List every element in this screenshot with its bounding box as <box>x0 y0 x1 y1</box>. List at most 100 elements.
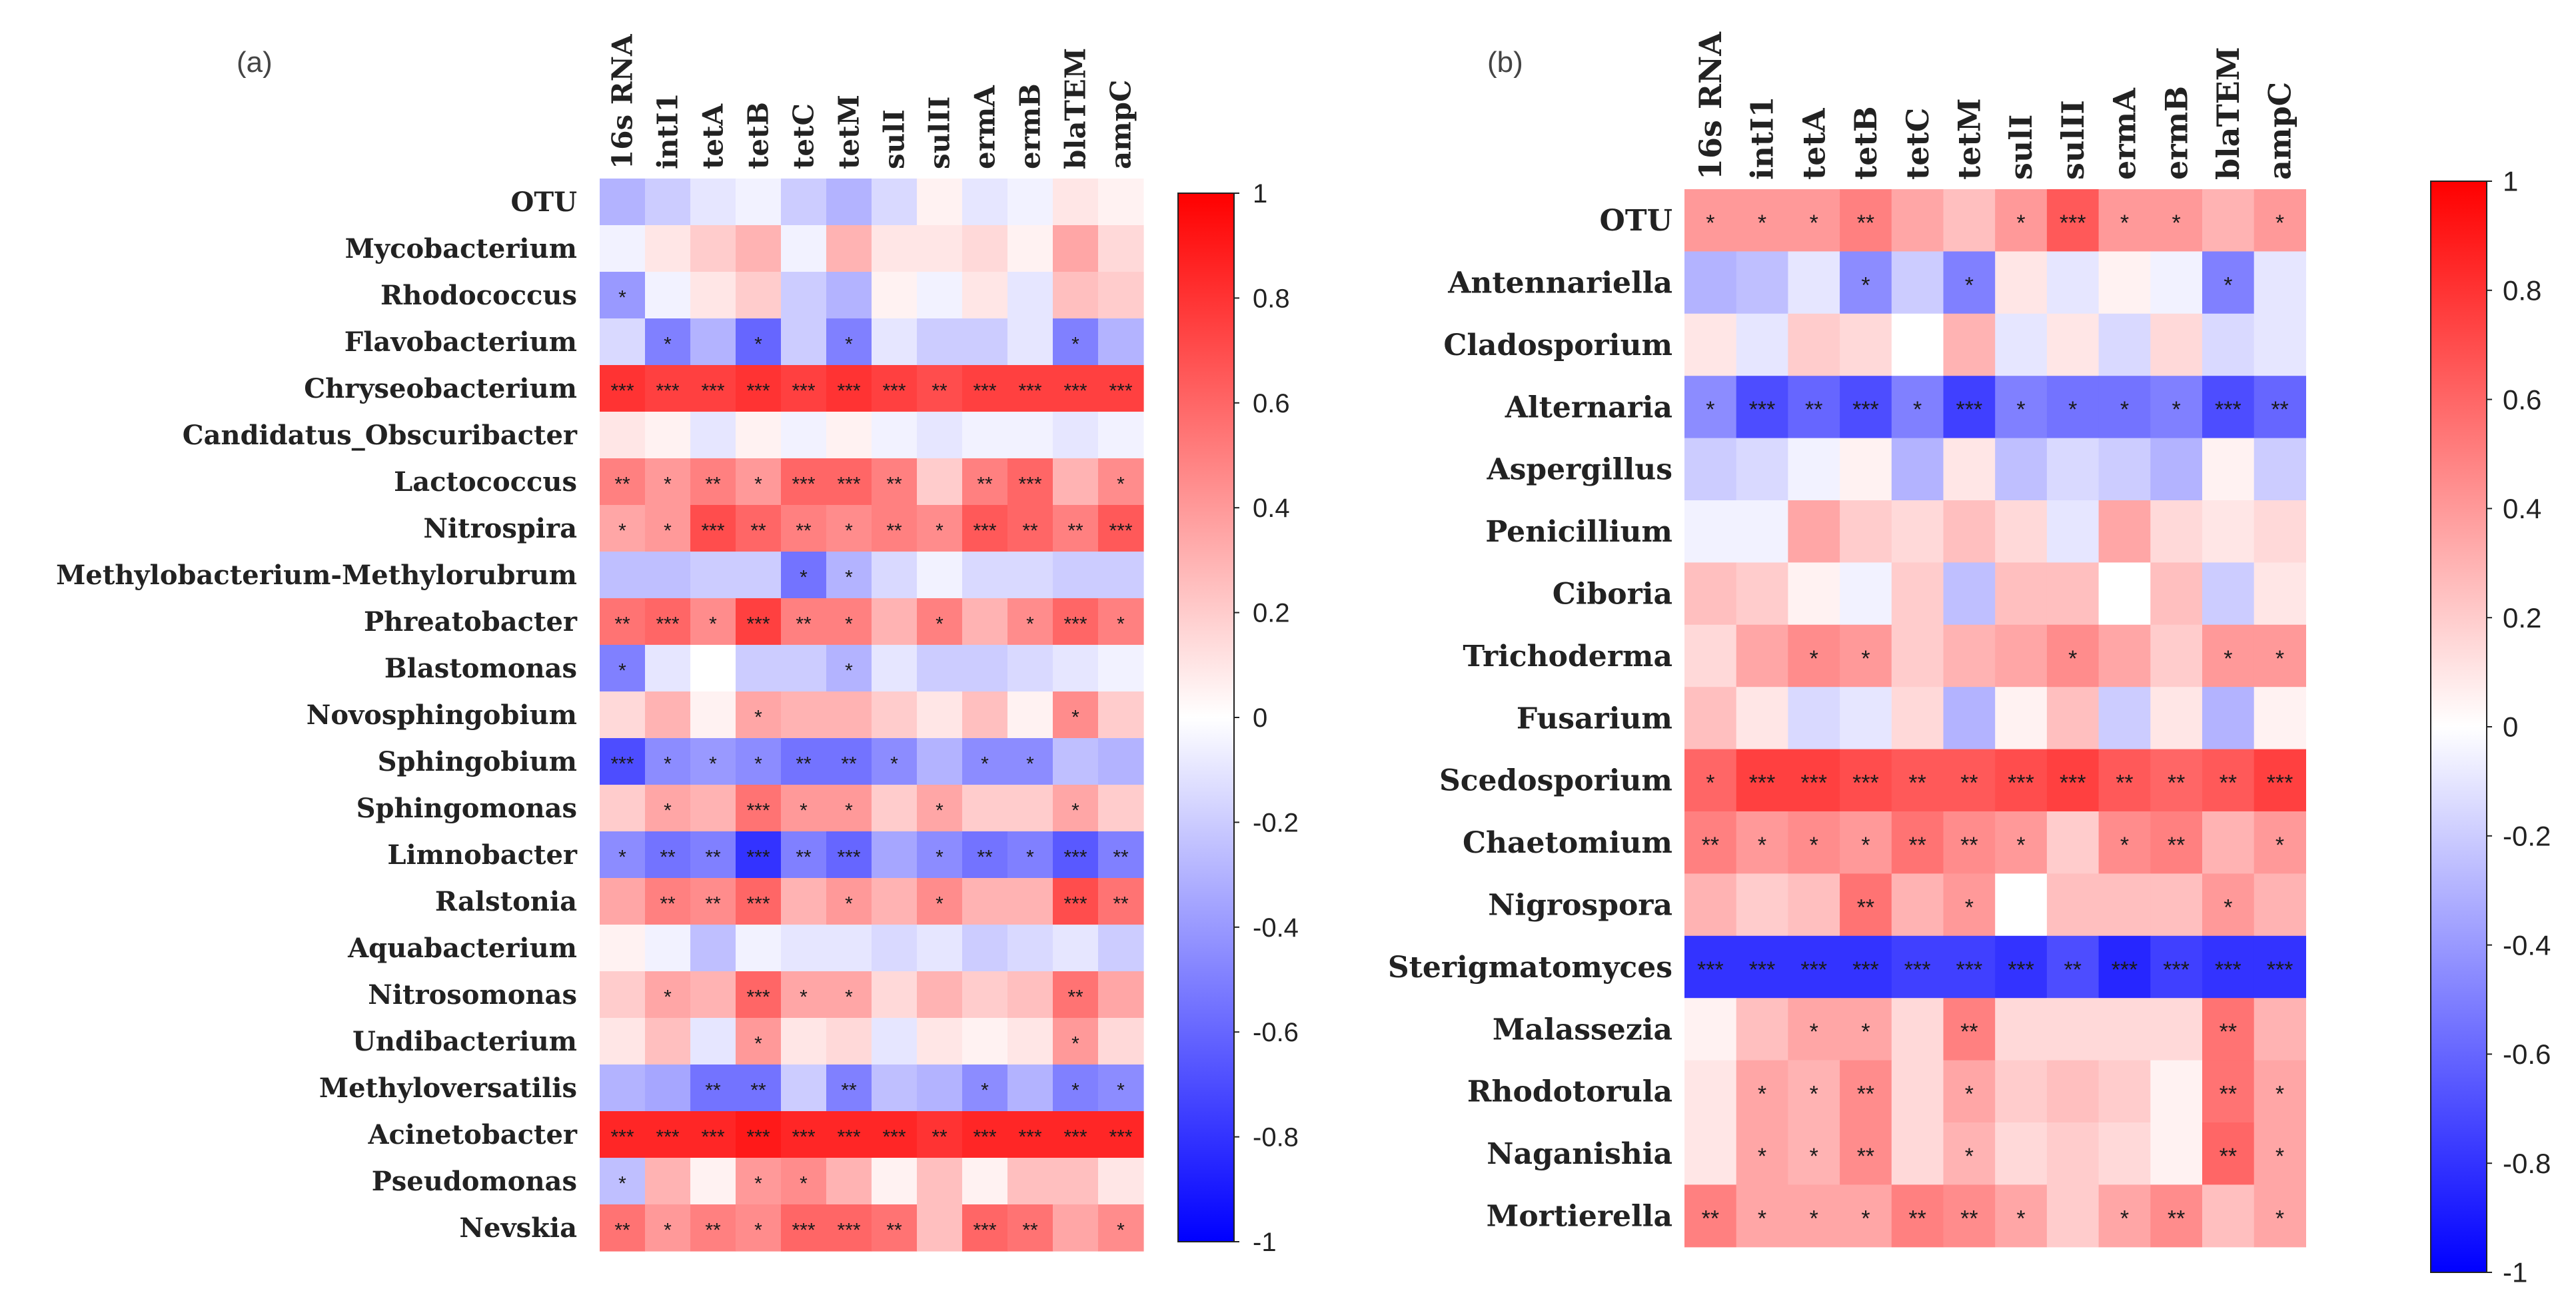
heatmap-cell <box>736 691 782 739</box>
significance-marker: ** <box>1067 987 1083 1009</box>
significance-marker: *** <box>2060 211 2086 236</box>
significance-marker: *** <box>2267 957 2293 983</box>
significance-marker: * <box>754 707 762 729</box>
heatmap-cell <box>1736 1184 1788 1248</box>
colorbar-tick-label: 0.6 <box>1253 389 1290 418</box>
heatmap-cell <box>2046 189 2100 252</box>
heatmap-cell <box>781 831 827 879</box>
significance-marker: * <box>754 753 762 775</box>
significance-marker: * <box>1071 707 1079 729</box>
heatmap-cell <box>1098 738 1144 785</box>
significance-marker: ** <box>841 1080 857 1102</box>
heatmap-cell <box>2150 749 2203 812</box>
heatmap-cell <box>1684 376 1737 439</box>
heatmap-cell <box>690 225 736 272</box>
heatmap-cell <box>2254 500 2306 563</box>
row-label: Sphingobium <box>378 746 577 777</box>
heatmap-cell <box>1098 458 1144 506</box>
heatmap-cell <box>736 831 782 879</box>
heatmap-cell <box>781 412 827 459</box>
colorbar-tick-label: -0.2 <box>2503 821 2551 852</box>
colorbar-tick-label: 0.4 <box>1253 494 1290 523</box>
heatmap-cell <box>962 785 1008 832</box>
row-label: Nigrospora <box>1488 889 1672 923</box>
heatmap-cell <box>1098 272 1144 319</box>
heatmap-cell <box>736 925 782 972</box>
significance-marker: * <box>936 800 944 822</box>
significance-marker: * <box>1861 1206 1870 1231</box>
heatmap-cell <box>781 318 827 366</box>
heatmap-cell <box>2202 998 2255 1061</box>
heatmap-cell <box>2150 562 2203 626</box>
heatmap-cell <box>1995 749 2048 812</box>
row-label: Methylobacterium-Methylorubrum <box>56 560 577 591</box>
heatmap-cell <box>1053 225 1099 272</box>
heatmap-cell <box>1736 500 1788 563</box>
heatmap-cell <box>1053 1065 1099 1112</box>
heatmap-cell <box>962 505 1008 552</box>
heatmap-cell <box>872 785 918 832</box>
heatmap-cell <box>2098 1122 2151 1185</box>
heatmap-cell <box>962 458 1008 506</box>
heatmap-cell <box>1736 562 1788 626</box>
row-label: Acinetobacter <box>367 1119 577 1150</box>
heatmap-cell <box>1995 624 2048 687</box>
row-label: Nevskia <box>459 1212 577 1244</box>
heatmap-cell <box>2254 313 2306 376</box>
heatmap-cell <box>1943 1184 1996 1248</box>
significance-marker: * <box>1071 800 1079 822</box>
heatmap-cell <box>600 1111 646 1158</box>
heatmap-cell <box>1007 738 1053 785</box>
heatmap-cell <box>1684 811 1737 874</box>
heatmap-cell <box>1995 562 2048 626</box>
significance-marker: * <box>664 987 672 1009</box>
heatmap-cell <box>781 1158 827 1205</box>
heatmap-cell <box>736 1111 782 1158</box>
significance-marker: * <box>709 753 717 775</box>
significance-marker: ** <box>796 614 812 636</box>
colorbar-tick-label: -0.6 <box>2503 1039 2551 1070</box>
row-label: Rhodococcus <box>380 280 577 311</box>
heatmap-cell <box>781 878 827 925</box>
heatmap-cell <box>917 1204 963 1252</box>
heatmap-cell <box>1007 505 1053 552</box>
heatmap-cell <box>645 412 691 459</box>
heatmap-cell <box>781 505 827 552</box>
heatmap-cell <box>781 971 827 1019</box>
significance-marker: ** <box>796 520 812 542</box>
heatmap-cell <box>645 1111 691 1158</box>
heatmap-cell <box>1891 687 1944 750</box>
heatmap-cell <box>1098 412 1144 459</box>
significance-marker: *** <box>973 380 996 402</box>
heatmap-cell <box>1736 935 1788 999</box>
significance-marker: * <box>754 334 762 356</box>
heatmap-cell <box>1840 998 1892 1061</box>
significance-marker: *** <box>1063 847 1087 869</box>
significance-marker: * <box>709 614 717 636</box>
heatmap-cell <box>917 1158 963 1205</box>
colorbar-tick-label: -1 <box>1253 1228 1277 1257</box>
heatmap-cell <box>2254 998 2306 1061</box>
significance-marker: ** <box>1022 520 1038 542</box>
row-label: Methyloversatilis <box>319 1073 577 1104</box>
colorbar <box>2430 181 2487 1273</box>
heatmap-cell <box>2046 749 2100 812</box>
heatmap-cell <box>781 691 827 739</box>
significance-marker: *** <box>837 847 860 869</box>
significance-marker: *** <box>792 380 815 402</box>
significance-marker: * <box>2275 646 2284 671</box>
heatmap-cell <box>1891 749 1944 812</box>
heatmap-cell <box>690 971 736 1019</box>
heatmap-cell <box>781 785 827 832</box>
heatmap-cell <box>917 365 963 412</box>
significance-marker: ** <box>705 847 721 869</box>
heatmap-cell <box>1943 687 1996 750</box>
heatmap-cell <box>2098 873 2151 937</box>
heatmap-cell <box>1840 624 1892 687</box>
significance-marker: *** <box>837 474 860 496</box>
heatmap-cell <box>2202 1122 2255 1185</box>
heatmap-cell <box>872 645 918 692</box>
heatmap-cell <box>2046 438 2100 501</box>
heatmap-cell <box>1736 1122 1788 1185</box>
row-label: Novosphingobium <box>307 699 577 731</box>
